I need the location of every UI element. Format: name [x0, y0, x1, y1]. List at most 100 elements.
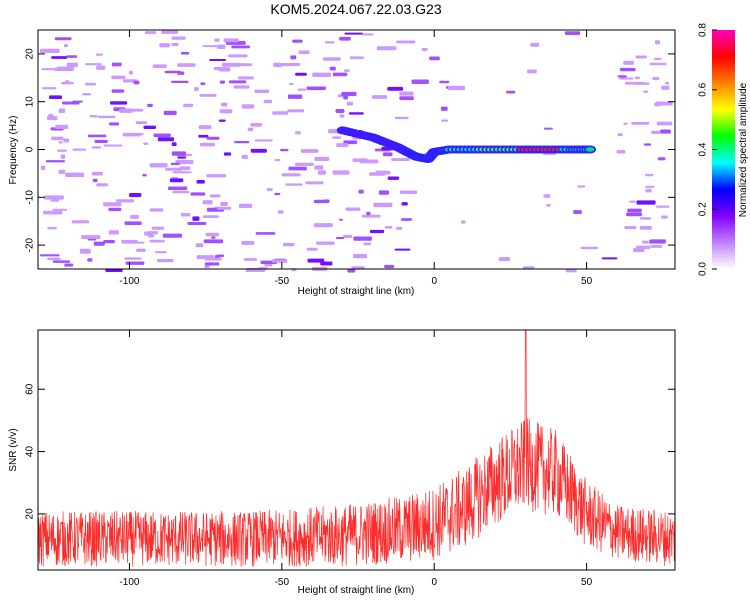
heatmap-cell — [305, 181, 324, 185]
heatmap-cell — [274, 192, 281, 196]
heatmap-cell — [172, 171, 192, 174]
heatmap-cell — [209, 194, 221, 198]
heatmap-cell — [295, 72, 307, 76]
heatmap-cell — [164, 70, 181, 74]
snr-panel: -100 -50 0 50 20 40 60 Height of straight line… — [8, 329, 676, 596]
spectrogram-xtick-label: -50 — [275, 276, 290, 287]
heatmap-cell — [656, 121, 673, 126]
heatmap-cell — [649, 62, 667, 66]
heatmap-cell — [348, 112, 364, 115]
heatmap-cell — [187, 221, 207, 225]
heatmap-cell — [460, 220, 466, 224]
heatmap-cell — [250, 148, 267, 153]
heatmap-cell — [530, 42, 540, 47]
heatmap-cell — [643, 90, 649, 93]
heatmap-cell — [72, 148, 87, 151]
heatmap-cell — [619, 77, 634, 80]
heatmap-cell — [617, 75, 627, 78]
heatmap-cell — [196, 255, 215, 259]
heatmap-cell — [349, 56, 364, 60]
heatmap-cell — [211, 236, 216, 239]
heatmap-cell — [147, 103, 153, 108]
heatmap-cell — [66, 55, 78, 58]
heatmap-cell — [91, 171, 103, 176]
snr-ylabel: SNR (v/v) — [8, 428, 19, 471]
heatmap-cell — [143, 125, 157, 130]
heatmap-cell — [645, 188, 652, 193]
heatmap-cell — [399, 96, 414, 101]
heatmap-cell — [92, 178, 98, 183]
heatmap-cell — [285, 183, 303, 186]
heatmap-cell — [50, 199, 60, 202]
heatmap-cell — [163, 110, 177, 116]
heatmap-cell — [387, 176, 400, 180]
heatmap-cell — [634, 76, 640, 80]
heatmap-cell — [543, 194, 551, 198]
heatmap-cell — [344, 69, 350, 73]
heatmap-cell — [171, 80, 189, 84]
heatmap-cell — [290, 55, 297, 60]
heatmap-cell — [149, 239, 165, 243]
heatmap-cell — [52, 260, 71, 263]
spectrogram-ytick-label: 20 — [25, 48, 36, 60]
colorbar: 0.0 0.2 0.4 0.6 0.8 Normalized spectral ampl… — [698, 23, 750, 276]
heatmap-cell — [292, 39, 303, 43]
heatmap-cell — [143, 142, 149, 145]
spectrogram-xtick-label: 50 — [581, 276, 593, 287]
heatmap-cell — [387, 86, 404, 91]
heatmap-cell — [421, 47, 428, 51]
heatmap-cell — [343, 234, 353, 239]
heatmap-cell — [44, 195, 64, 200]
heatmap-cell — [384, 225, 393, 229]
colorbar-ticks: 0.0 0.2 0.4 0.6 0.8 — [698, 23, 717, 276]
heatmap-cell — [339, 36, 351, 41]
heatmap-cell — [213, 67, 227, 70]
snr-series-line — [37, 329, 676, 567]
heatmap-cell — [654, 40, 661, 45]
snr-ticks: -100 -50 0 50 20 40 60 — [25, 330, 675, 588]
heatmap-cell — [130, 214, 139, 219]
heatmap-cell — [642, 240, 649, 244]
spectrogram-ylabel: Frequency (Hz) — [8, 116, 19, 185]
heatmap-cell — [87, 134, 107, 138]
heatmap-cell — [324, 41, 335, 44]
figure-title: KOM5.2024.067.22.03.G23 — [270, 1, 441, 17]
heatmap-cell — [97, 115, 116, 119]
heatmap-cell — [287, 109, 305, 113]
heatmap-cell — [41, 87, 57, 90]
heatmap-cell — [281, 173, 301, 177]
heatmap-cell — [124, 257, 142, 260]
heatmap-cell — [192, 216, 200, 221]
heatmap-cell — [271, 259, 288, 263]
snr-xtick-label: 0 — [431, 577, 437, 588]
heatmap-cell — [429, 56, 440, 61]
heatmap-cell — [177, 71, 185, 75]
heatmap-cell — [639, 217, 652, 220]
heatmap-cell — [601, 257, 618, 260]
heatmap-cell — [64, 263, 74, 267]
heatmap-cell — [125, 261, 145, 265]
heatmap-cell — [665, 81, 670, 85]
heatmap-cell — [577, 185, 586, 188]
heatmap-cell — [238, 203, 253, 208]
heatmap-cell — [322, 57, 341, 61]
heatmap-cell — [46, 257, 61, 261]
heatmap-cell — [283, 242, 295, 247]
heatmap-cell — [394, 116, 409, 120]
heatmap-cell — [247, 127, 254, 132]
heatmap-cell — [254, 89, 270, 94]
heatmap-cell — [316, 241, 335, 245]
snr-xlabel: Height of straight line (km) — [298, 585, 415, 596]
heatmap-cell — [241, 240, 255, 245]
heatmap-cell — [399, 190, 418, 195]
heatmap-cell — [161, 30, 179, 34]
heatmap-cell — [439, 80, 450, 84]
heatmap-cell — [54, 37, 72, 41]
heatmap-cell — [654, 102, 661, 107]
heatmap-cell — [655, 205, 670, 208]
heatmap-cell — [58, 141, 63, 144]
heatmap-cell — [298, 50, 310, 55]
heatmap-cell — [343, 95, 349, 100]
heatmap-cell — [313, 199, 325, 204]
